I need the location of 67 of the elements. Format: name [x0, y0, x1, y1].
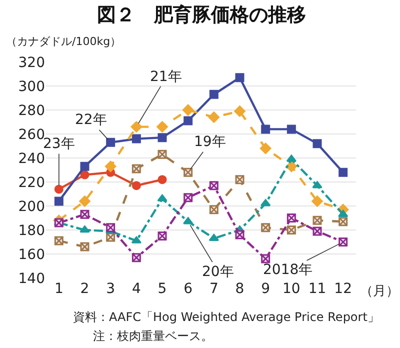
x-tick-label: 1 [54, 281, 64, 297]
y-tick-label: 140 [18, 270, 45, 287]
x-axis-title: （月） [360, 284, 399, 299]
point [338, 210, 348, 218]
point [158, 133, 167, 142]
point [156, 121, 168, 132]
point [286, 154, 296, 162]
point [158, 175, 167, 184]
point [132, 181, 141, 190]
point [183, 217, 194, 224]
y-tick-label: 220 [18, 174, 45, 191]
y-tick-label: 260 [18, 126, 45, 143]
x-tick-label: 12 [334, 281, 352, 297]
point [131, 236, 142, 244]
point [106, 138, 116, 147]
y-tick-label: 160 [18, 246, 45, 263]
point [312, 139, 322, 148]
point [286, 124, 296, 134]
y-tick-label: 300 [18, 78, 45, 95]
x-tick-label: 9 [261, 281, 270, 297]
x-tick-label: 4 [132, 281, 141, 297]
point [209, 90, 218, 99]
x-tick-label: 2 [80, 281, 90, 297]
x-tick-label: 7 [209, 281, 218, 297]
x-tick-label: 8 [235, 281, 244, 297]
chart-title: 図２ 肥育豚価格の推移 [97, 4, 306, 26]
point [157, 194, 168, 202]
point [338, 168, 348, 177]
x-tick-label: 10 [282, 281, 300, 297]
point [132, 134, 141, 144]
point [104, 160, 116, 172]
point [261, 124, 270, 134]
point [208, 234, 219, 242]
point [80, 226, 90, 233]
point [54, 196, 64, 206]
series-label: 20年 [202, 264, 234, 280]
point [260, 199, 271, 206]
point [130, 121, 142, 132]
y-tick-label: 200 [18, 198, 45, 215]
x-tick-label: 11 [308, 281, 326, 297]
point [54, 184, 64, 194]
series-label: 21年 [150, 69, 182, 85]
y-tick-label: 240 [18, 150, 45, 167]
point [80, 170, 90, 180]
point [79, 196, 90, 207]
point [260, 142, 272, 154]
point [80, 162, 90, 171]
text: 注：枝肉重量ベース。 [93, 329, 213, 343]
point [182, 104, 194, 116]
point [312, 196, 323, 207]
series-label: 2018年 [263, 262, 313, 278]
text: 資料：AAFC「Hog Weighted Average Price Report」 [73, 310, 380, 324]
y-axis-title: （カナダドル/100kg） [6, 35, 122, 48]
point [234, 106, 246, 117]
series-label: 19年 [194, 134, 226, 150]
x-tick-label: 6 [184, 281, 193, 297]
series-label: 22年 [75, 112, 107, 128]
point [312, 181, 322, 188]
x-tick-label: 5 [158, 281, 167, 297]
y-tick-label: 280 [18, 102, 45, 119]
y-tick-label: 320 [18, 54, 45, 71]
point [235, 73, 244, 82]
y-tick-label: 180 [18, 222, 45, 239]
point [184, 116, 193, 126]
point [208, 112, 220, 123]
x-tick-label: 3 [106, 281, 116, 297]
series-label: 23年 [43, 136, 75, 152]
